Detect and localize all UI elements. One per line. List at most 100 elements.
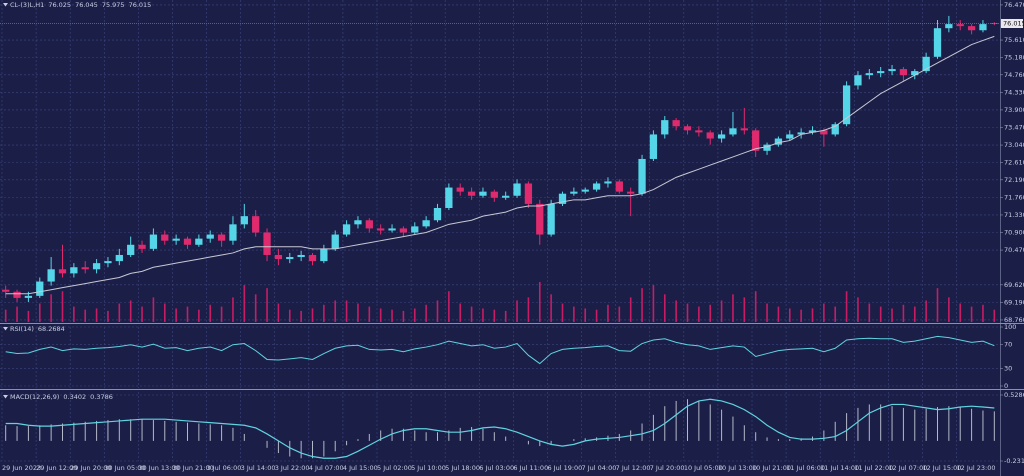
candle-body [592,183,601,190]
macd-bar [84,421,86,441]
candle-body [115,254,123,262]
candle-body [149,234,158,249]
candle-body [649,134,658,159]
header-text: 76.015 [129,1,152,9]
macd-bar [709,404,711,441]
candle-body [683,126,692,131]
volume-bar [493,309,496,322]
candle-body [263,232,271,255]
macd-bar [971,408,973,441]
x-tick-label: 29 Jun 12:00 [36,464,77,472]
volume-bar [800,309,802,322]
macd-bar [402,428,404,441]
header-text: 68.2684 [38,325,65,333]
x-tick-label: 3 Jul 06:00 [207,464,242,472]
x-tick-label: 7 Jul 04:00 [582,464,617,472]
macd-bar [277,440,279,454]
volume-bar [663,294,666,322]
macd-bar [459,427,461,441]
volume-bar [300,310,302,322]
moving-average [5,35,995,295]
macd-bar [16,426,18,441]
macd-bar [482,428,484,441]
volume-bar [232,297,234,322]
candle-body [467,191,476,196]
macd-bar [573,439,575,441]
volume-bar [573,306,575,322]
volume-bar [470,306,473,322]
candle-body [411,226,419,233]
y-tick-label: 72.190 [1004,176,1024,184]
macd-bar [232,427,234,441]
macd-bar [675,400,677,441]
header-text: 75.975 [102,1,125,9]
x-tick-label: 30 Jun 05:00 [104,464,145,472]
y-tick-label: 0.5286 [1004,391,1024,399]
volume-bar [675,300,677,322]
candle-body [433,207,442,221]
header-text: 76.025 [48,1,71,9]
volume-bar [448,291,450,322]
candle-body [331,234,339,249]
volume-bar [686,303,689,322]
volume-bar [709,304,712,322]
candle-body [695,130,703,133]
y-tick-label: 70.470 [1004,246,1024,254]
volume-bar [618,306,621,322]
macd-bar [948,406,950,441]
candle-body [865,73,873,76]
volume-bar [311,308,314,322]
macd-bar [346,440,348,446]
y-tick-label: 74.330 [1004,88,1024,96]
header-text: 0.3402 [63,393,86,401]
candle-body [445,187,453,208]
candle-body [967,26,976,31]
macd-bar [721,409,723,441]
x-tick-label: 30 Jun 21:00 [172,464,213,472]
macd-bar [198,423,200,441]
macd-bar [391,428,393,441]
volume-bar [845,291,848,322]
x-tick-label: 29 Jun 20:00 [70,464,111,472]
macd-bar [334,440,336,452]
candle-body [627,191,635,194]
candle-body [570,191,578,194]
volume-bar [368,306,371,322]
volume-bar [720,300,723,322]
candle-body [899,69,908,76]
header-text: CL-(3)L,H1 [10,1,44,9]
candle-body [70,267,78,274]
y-tick-label: 71.330 [1004,211,1024,219]
volume-bar [357,303,359,322]
macd-bar [27,426,29,441]
macd-bar [266,440,268,448]
y-tick-label: 75.180 [1004,54,1024,62]
macd-bar [414,430,416,441]
header-text: 76.045 [75,1,98,9]
candle-body [797,132,805,135]
macd-bar [902,407,904,441]
volume-bar [402,310,405,322]
volume-bar [84,309,87,322]
x-tick-label: 12 Jul 07:00 [888,464,927,472]
volume-bar [482,308,484,322]
candle-body [138,244,146,249]
macd-bar [50,424,52,441]
candle-body [479,191,487,196]
macd-bar [300,440,302,459]
volume-bar [175,308,177,322]
macd-bar [959,407,961,441]
candle-body [377,228,385,231]
x-tick-label: 10 Jul 21:00 [752,464,791,472]
candle-body [638,158,646,194]
volume-bar [323,304,325,322]
volume-bar [50,294,52,322]
candle-body [536,203,544,235]
macd-bar [914,409,916,441]
volume-bar [538,282,541,322]
macd-bar [243,433,245,441]
y-tick-label: 73.900 [1004,106,1024,114]
candle-body [104,261,112,264]
x-tick-label: 6 Jul 03:00 [479,464,514,472]
candle-body [308,254,317,262]
